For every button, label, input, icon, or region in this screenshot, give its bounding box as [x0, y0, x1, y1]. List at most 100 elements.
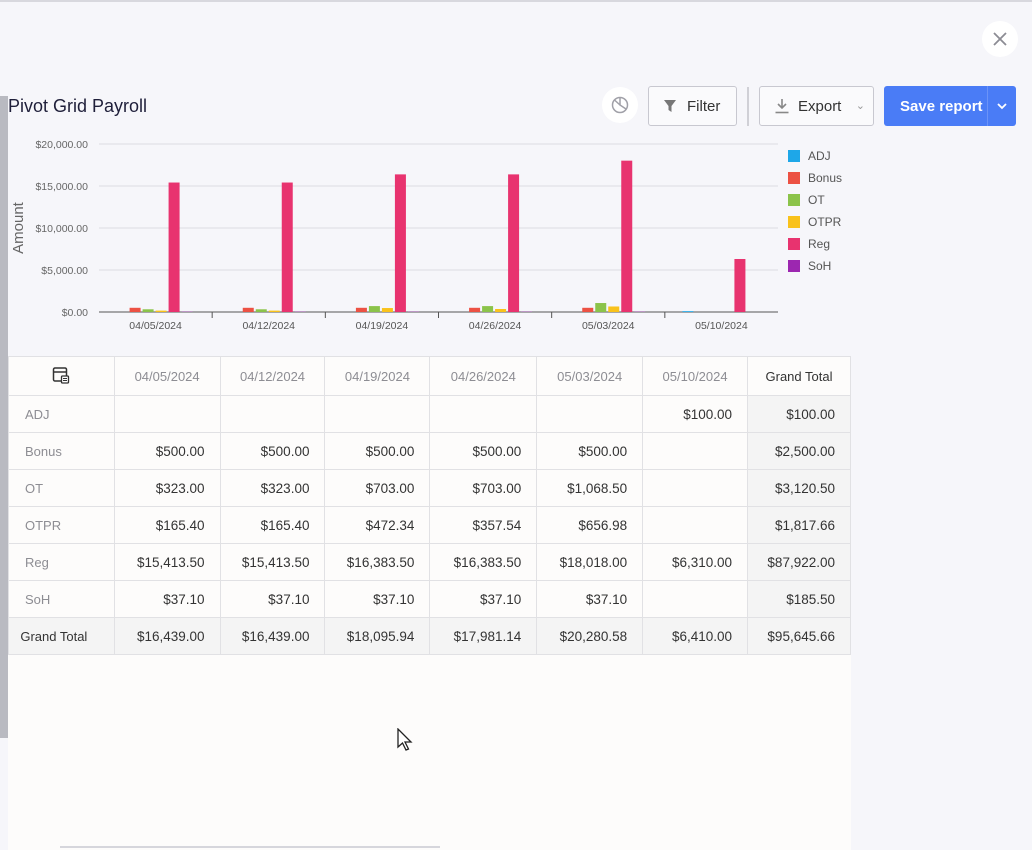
column-header[interactable]: 04/12/2024: [219, 356, 326, 396]
legend-item[interactable]: OT: [788, 189, 842, 211]
value-cell: $15,413.50: [219, 543, 326, 581]
export-button[interactable]: Export ⌄: [759, 86, 874, 126]
pie-chart-icon: [611, 96, 629, 114]
bar-reg: [508, 174, 520, 312]
value-cell: [642, 469, 749, 507]
top-border: [0, 0, 1032, 2]
table-row: Reg $15,413.50 $15,413.50 $16,383.50 $16,383…: [8, 543, 851, 581]
y-axis-label: Amount: [10, 201, 27, 254]
bar-ot: [368, 306, 380, 312]
table-row: OTPR $165.40 $165.40 $472.34 $357.54 $656.98 $…: [8, 506, 851, 544]
y-tick-label: $20,000.00: [35, 139, 88, 151]
save-report-button[interactable]: Save report: [884, 86, 1016, 126]
row-header[interactable]: Bonus: [8, 432, 115, 470]
legend-item[interactable]: Reg: [788, 233, 842, 255]
row-header[interactable]: OTPR: [8, 506, 115, 544]
bar-ot: [142, 309, 154, 312]
chart-legend: ADJ Bonus OT OTPR Reg SoH: [788, 145, 842, 277]
page-title: Pivot Grid Payroll: [8, 96, 148, 116]
value-cell: $15,413.50: [113, 543, 221, 581]
bar-otpr: [495, 308, 507, 312]
column-header[interactable]: 04/26/2024: [429, 356, 538, 396]
bar-otpr: [608, 306, 620, 312]
pivot-table: 04/05/2024 04/12/2024 04/19/2024 04/26/2024…: [8, 356, 851, 655]
bar-ot: [595, 303, 607, 312]
bar-reg: [734, 258, 746, 312]
value-cell: [113, 395, 221, 433]
grid-settings-button[interactable]: [8, 356, 115, 396]
legend-swatch: [788, 238, 800, 250]
bar-reg: [621, 160, 633, 312]
value-cell: $37.10: [429, 580, 538, 618]
grand-total-cell: $20,280.58: [536, 617, 644, 655]
x-tick-label: 04/12/2024: [242, 320, 295, 332]
chart-toggle-button[interactable]: [602, 87, 638, 123]
grand-total-row: Grand Total $16,439.00 $16,439.00 $18,095.9…: [8, 617, 851, 655]
row-grand-total-cell: $185.50: [747, 580, 851, 618]
value-cell: $500.00: [324, 432, 431, 470]
grand-total-cell: $95,645.66: [747, 617, 851, 655]
value-cell: $500.00: [429, 432, 538, 470]
bar-ot: [482, 306, 494, 312]
grand-total-header[interactable]: Grand Total: [747, 356, 851, 396]
column-header[interactable]: 04/05/2024: [113, 356, 221, 396]
x-tick-label: 04/26/2024: [469, 320, 522, 332]
mouse-cursor: [397, 728, 413, 751]
grand-total-label: Grand Total: [8, 617, 115, 655]
value-cell: [429, 395, 538, 433]
save-options-dropdown[interactable]: [987, 86, 1016, 126]
value-cell: $18,018.00: [536, 543, 644, 581]
value-cell: [642, 432, 749, 470]
legend-item[interactable]: ADJ: [788, 145, 842, 167]
table-row: SoH $37.10 $37.10 $37.10 $37.10 $37.10 $185.50: [8, 580, 851, 618]
value-cell: $37.10: [324, 580, 431, 618]
toolbar-separator: [747, 87, 749, 126]
legend-item[interactable]: OTPR: [788, 211, 842, 233]
row-header[interactable]: OT: [8, 469, 115, 507]
bar-bonus: [582, 307, 594, 312]
left-scroll-indicator: [0, 96, 8, 738]
y-tick-label: $15,000.00: [35, 181, 88, 193]
bar-ot: [255, 309, 267, 312]
table-row: OT $323.00 $323.00 $703.00 $703.00 $1,068.50 $…: [8, 469, 851, 507]
value-cell: $323.00: [219, 469, 326, 507]
legend-item[interactable]: SoH: [788, 255, 842, 277]
table-header-row: 04/05/2024 04/12/2024 04/19/2024 04/26/2024…: [8, 356, 851, 396]
column-header[interactable]: 05/10/2024: [642, 356, 749, 396]
legend-label: Reg: [808, 237, 831, 251]
x-tick-label: 04/19/2024: [356, 320, 409, 332]
value-cell: $323.00: [113, 469, 221, 507]
column-header[interactable]: 04/19/2024: [324, 356, 431, 396]
legend-label: ADJ: [808, 149, 831, 163]
bar-reg: [394, 174, 406, 312]
pivot-grid-area: 04/05/2024 04/12/2024 04/19/2024 04/26/2024…: [8, 356, 851, 850]
bar-otpr: [381, 308, 393, 312]
value-cell: [642, 506, 749, 544]
grand-total-cell: $16,439.00: [219, 617, 326, 655]
x-tick-label: 05/03/2024: [582, 320, 635, 332]
filter-button[interactable]: Filter: [648, 86, 737, 126]
row-header[interactable]: SoH: [8, 580, 115, 618]
bar-bonus: [469, 307, 481, 312]
bar-adj: [682, 311, 694, 312]
legend-swatch: [788, 216, 800, 228]
value-cell: $165.40: [219, 506, 326, 544]
chevron-down-icon: [997, 103, 1007, 110]
bar-otpr: [155, 310, 167, 312]
column-header[interactable]: 05/03/2024: [536, 356, 644, 396]
grand-total-cell: $18,095.94: [324, 617, 431, 655]
chevron-down-icon: ⌄: [855, 100, 865, 112]
table-row: Bonus $500.00 $500.00 $500.00 $500.00 $500.00…: [8, 432, 851, 470]
value-cell: $472.34: [324, 506, 431, 544]
legend-swatch: [788, 260, 800, 272]
row-header[interactable]: Reg: [8, 543, 115, 581]
value-cell: $37.10: [113, 580, 221, 618]
row-header[interactable]: ADJ: [8, 395, 115, 433]
table-row: ADJ $100.00 $100.00: [8, 395, 851, 433]
grand-total-cell: $6,410.00: [642, 617, 749, 655]
value-cell: $500.00: [536, 432, 644, 470]
y-tick-label: $5,000.00: [41, 265, 88, 277]
x-tick-label: 04/05/2024: [129, 320, 182, 332]
close-button[interactable]: [982, 21, 1018, 57]
legend-item[interactable]: Bonus: [788, 167, 842, 189]
